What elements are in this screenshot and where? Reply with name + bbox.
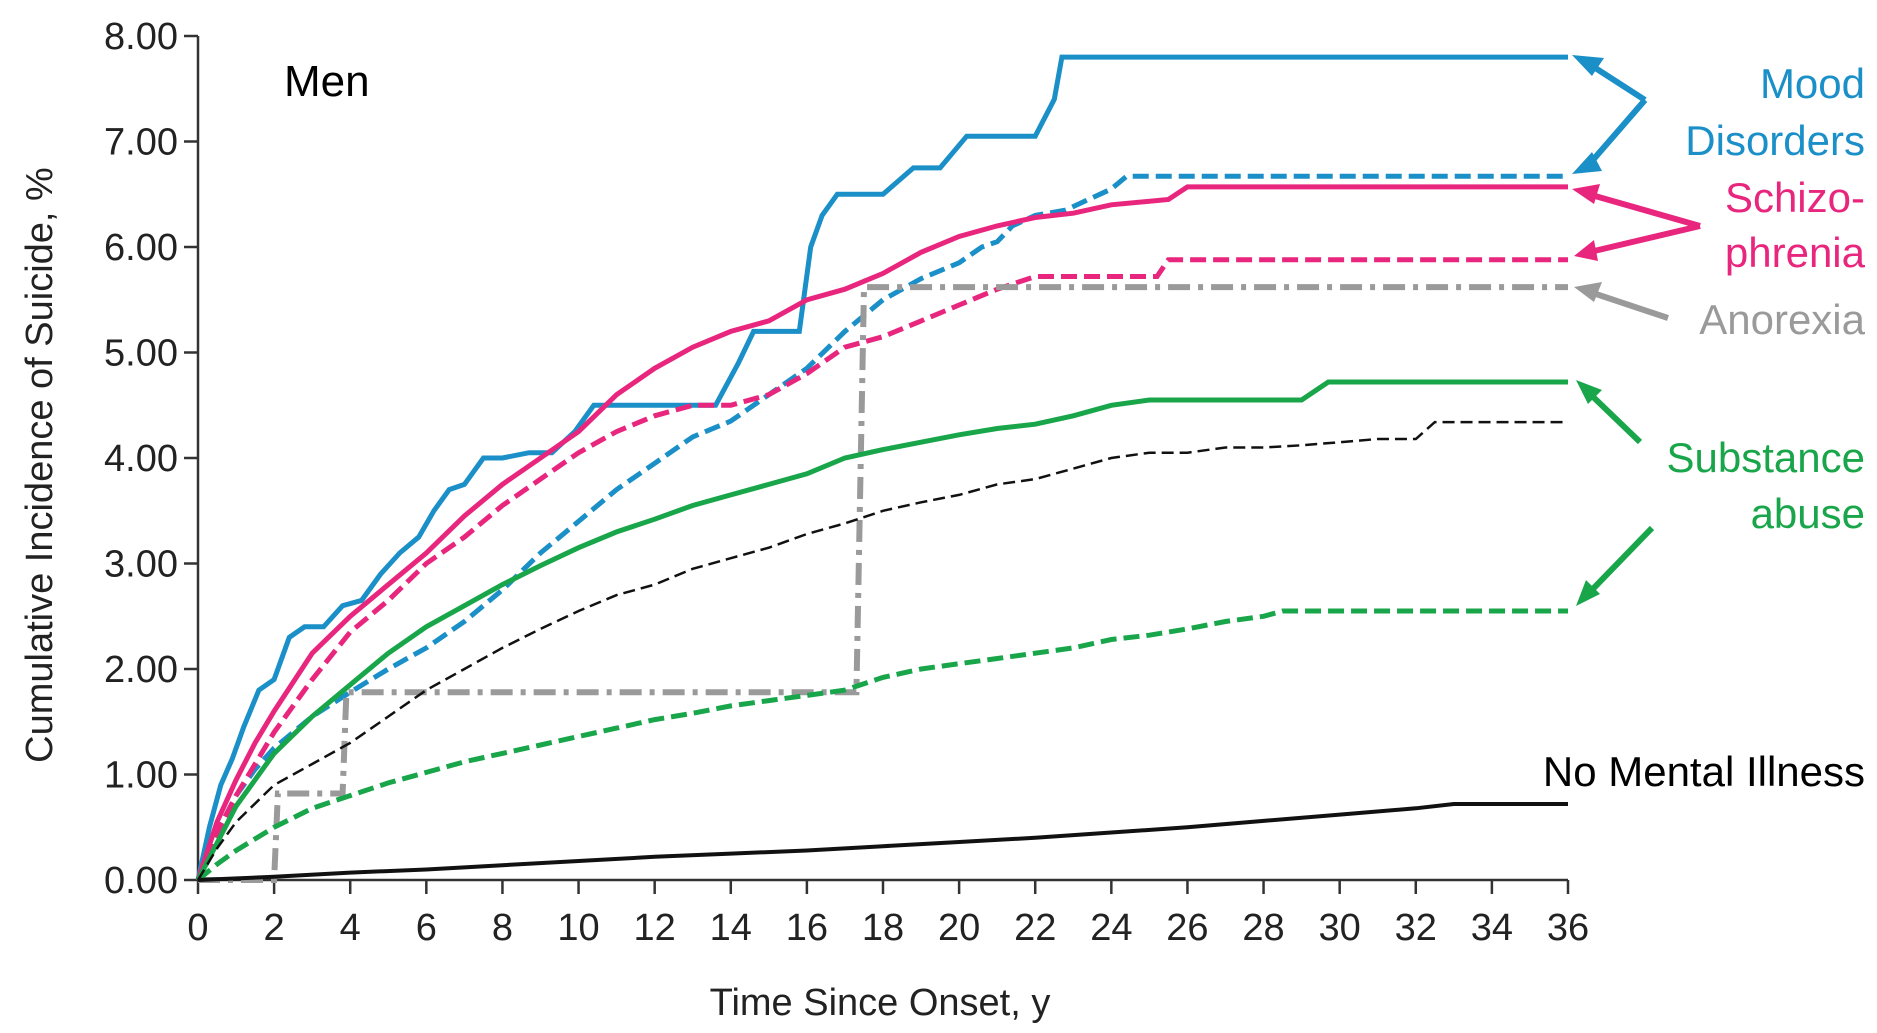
x-tick-label: 14 (710, 907, 752, 949)
series-layer (195, 54, 1568, 883)
substance-arrow-solid (1585, 389, 1643, 445)
series-line-anorexia-dashdot (198, 284, 1568, 883)
x-tick-label: 28 (1242, 907, 1284, 949)
annotation-anorexia-label: Anorexia (1699, 296, 1865, 343)
y-tick-label: 2.00 (104, 649, 178, 691)
schizo-arrowhead-dashed (1574, 240, 1598, 261)
substance-arrow-dashed (1585, 525, 1655, 597)
series-line-mood-solid (195, 54, 1568, 881)
annotation-mood: Mood Disorders (1572, 55, 1865, 174)
series-line-none-solid (197, 802, 1568, 882)
y-tick-label: 6.00 (104, 227, 178, 269)
x-tick-label: 22 (1014, 907, 1056, 949)
y-tick-label: 8.00 (104, 16, 178, 58)
x-tick-label: 4 (340, 907, 361, 949)
series-line-substance-dashed (196, 608, 1568, 882)
x-tick-label: 6 (416, 907, 437, 949)
y-axis-title: Cumulative Incidence of Suicide, % (19, 167, 61, 763)
y-tick-label: 7.00 (104, 122, 178, 164)
series-line-substance-solid (195, 379, 1568, 882)
x-tick-label: 32 (1395, 907, 1437, 949)
y-tick-label: 5.00 (104, 333, 178, 375)
anorexia-arrow (1589, 289, 1669, 321)
series-line-schizophrenia-solid (195, 184, 1568, 881)
series-line-schizophrenia-dashed (195, 257, 1568, 881)
y-tick-label: 0.00 (104, 860, 178, 902)
x-tick-label: 26 (1166, 907, 1208, 949)
x-tick-label: 34 (1471, 907, 1513, 949)
x-tick-label: 18 (862, 907, 904, 949)
x-tick-label: 30 (1319, 907, 1361, 949)
x-tick-label: 0 (187, 907, 208, 949)
annotation-schizophrenia: Schizo- phrenia (1572, 174, 1866, 276)
y-tick-label: 3.00 (104, 544, 178, 586)
annotation-substance: Substance abuse (1576, 380, 1865, 606)
x-tick-label: 10 (557, 907, 599, 949)
substance-arrowhead-solid (1576, 380, 1602, 404)
schizophrenia-arrow (1587, 191, 1701, 255)
x-tick-label: 12 (634, 907, 676, 949)
annotation-anorexia: Anorexia (1574, 282, 1866, 343)
chart-title: Men (284, 57, 370, 106)
y-tick-label: 4.00 (104, 438, 178, 480)
schizo-arrowhead-solid (1572, 184, 1600, 204)
x-tick-label: 20 (938, 907, 980, 949)
x-tick-label: 8 (492, 907, 513, 949)
series-line-mood-dashed (195, 173, 1568, 881)
annotation-mood-line2: Disorders (1685, 117, 1865, 164)
annotation-mood-line1: Mood (1760, 60, 1865, 107)
annotation-schizo-line1: Schizo- (1725, 174, 1865, 221)
annotation-schizo-line2: phrenia (1725, 229, 1866, 276)
axes: 0 2 4 6 8 10 12 14 16 18 20 22 24 26 28 30 32 34 360.001.0… (104, 16, 1589, 949)
annotation-substance-line1: Substance (1667, 434, 1865, 481)
mood-arrowhead-solid (1572, 55, 1604, 76)
x-tick-label: 24 (1090, 907, 1132, 949)
annotation-substance-line2: abuse (1751, 490, 1865, 537)
x-tick-label: 16 (786, 907, 828, 949)
anorexia-arrowhead (1574, 282, 1602, 302)
mood-arrow (1583, 59, 1648, 170)
x-tick-label: 36 (1547, 907, 1589, 949)
annotation-no-mental-illness: No Mental Illness (1543, 748, 1865, 795)
substance-arrowhead-dashed (1576, 580, 1600, 606)
y-tick-label: 1.00 (104, 755, 178, 797)
x-tick-label: 2 (264, 907, 285, 949)
mood-arrowhead-dashed (1572, 152, 1602, 174)
x-axis-title: Time Since Onset, y (710, 982, 1051, 1024)
series-line-none-dashed (196, 420, 1568, 881)
